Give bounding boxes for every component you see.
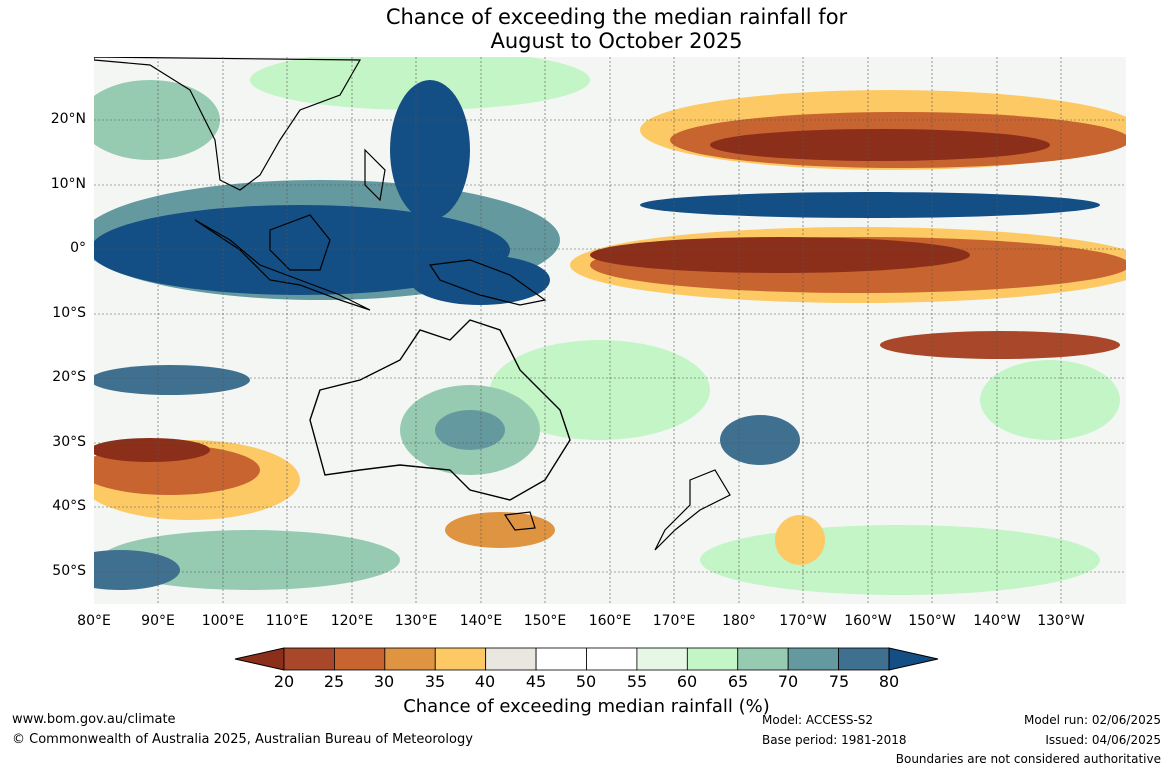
colorbar-label: 35 [424, 672, 446, 691]
light-wet-patch [700, 525, 1100, 595]
australia-outline [309, 319, 571, 501]
wet-region-core [94, 205, 510, 295]
tasman-wet-core [720, 415, 800, 465]
colorbar [234, 647, 939, 671]
south-dry-patch [445, 512, 555, 548]
lat-label: 20°S [52, 369, 86, 385]
map-title-line-2: August to October 2025 [490, 29, 743, 53]
colorbar-cell [586, 647, 638, 671]
light-wet-patch [980, 360, 1120, 440]
colorbar-label: 75 [828, 672, 850, 691]
lon-label: 110°E [265, 613, 309, 629]
lon-label: 160°E [588, 613, 632, 629]
colorbar-cell [485, 647, 537, 671]
new-guinea-wet-core [410, 255, 550, 305]
colorbar-cell [283, 647, 335, 671]
lon-label: 130°E [394, 613, 438, 629]
north-pacific-dry-core [710, 129, 1050, 161]
colorbar-cell [535, 647, 587, 671]
new-zealand-outline [654, 469, 731, 551]
asia-coastline [94, 57, 362, 191]
colorbar-label: 40 [474, 672, 496, 691]
lon-label: 150°W [908, 613, 956, 629]
australia-wet-core [435, 410, 505, 450]
south-dry-patch [775, 515, 825, 565]
colorbar-cell [636, 647, 688, 671]
colorbar-cell [737, 647, 789, 671]
colorbar-right-arrow [888, 647, 939, 671]
footer-model-run: Model run: 02/06/2025 [1023, 713, 1161, 727]
lat-label: 40°S [52, 498, 86, 514]
lon-label: 140°W [973, 613, 1021, 629]
philippines-outline [364, 148, 386, 202]
colorbar-label: 25 [323, 672, 345, 691]
footer-model: Model: ACCESS-S2 [762, 713, 874, 727]
itcz-wet-band [640, 192, 1100, 218]
colorbar-label: 70 [777, 672, 799, 691]
lon-label: 170°E [652, 613, 696, 629]
lon-label: 80°E [77, 613, 111, 629]
lat-label: 10°N [50, 176, 86, 192]
colorbar-label: 45 [525, 672, 547, 691]
colorbar-cell [838, 647, 890, 671]
equatorial-dry-core [590, 237, 970, 273]
lon-label: 130°W [1037, 613, 1085, 629]
colorbar-label: 65 [727, 672, 749, 691]
colorbar-label: 30 [373, 672, 395, 691]
colorbar-cell [686, 647, 739, 671]
colorbar-title: Chance of exceeding median rainfall (%) [403, 696, 770, 717]
lon-label: 180° [722, 613, 756, 629]
moderate-wet-patch [94, 80, 220, 160]
lon-label: 100°E [201, 613, 245, 629]
lat-label: 10°S [52, 305, 86, 321]
lon-label: 170°W [779, 613, 827, 629]
lat-label: 50°S [52, 563, 86, 579]
indian-ocean-wet-band [94, 365, 250, 395]
lat-label: 20°N [50, 111, 86, 127]
colorbar-label: 20 [273, 672, 295, 691]
colorbar-label: 80 [878, 672, 900, 691]
new-guinea-outline [428, 259, 547, 306]
footer-url: www.bom.gov.au/climate [12, 712, 176, 727]
colorbar-label: 50 [575, 672, 597, 691]
footer-copyright: © Commonwealth of Australia 2025, Austra… [12, 732, 473, 747]
tasmania-outline [503, 511, 536, 531]
lon-label: 150°E [523, 613, 567, 629]
map-title-line-1: Chance of exceeding the median rainfall … [385, 5, 848, 29]
footer-base-period: Base period: 1981-2018 [762, 733, 907, 747]
colorbar-left-arrow [234, 647, 285, 671]
colorbar-label: 60 [676, 672, 698, 691]
southern-wet-band [94, 550, 180, 590]
lon-label: 140°E [459, 613, 503, 629]
lat-label: 0° [70, 240, 86, 256]
lat-label: 30°S [52, 434, 86, 450]
sumatra-java-outline [194, 219, 371, 311]
colorbar-label: 55 [626, 672, 648, 691]
map-field [94, 57, 1126, 604]
footer-disclaimer: Boundaries are not considered authoritat… [895, 752, 1161, 766]
lon-label: 90°E [141, 613, 175, 629]
colorbar-cell [334, 647, 386, 671]
gridlines [94, 57, 1126, 604]
southwest-dry-core [94, 438, 210, 462]
colorbar-cell [384, 647, 436, 671]
colorbar-cell [787, 647, 839, 671]
colorbar-cell [434, 647, 487, 671]
south-pacific-dry-band [880, 331, 1120, 359]
philippines-wet-core [390, 80, 470, 220]
footer-issued: Issued: 04/06/2025 [1045, 733, 1161, 747]
lon-label: 160°W [844, 613, 892, 629]
lon-label: 120°E [330, 613, 374, 629]
borneo-outline [269, 214, 331, 271]
